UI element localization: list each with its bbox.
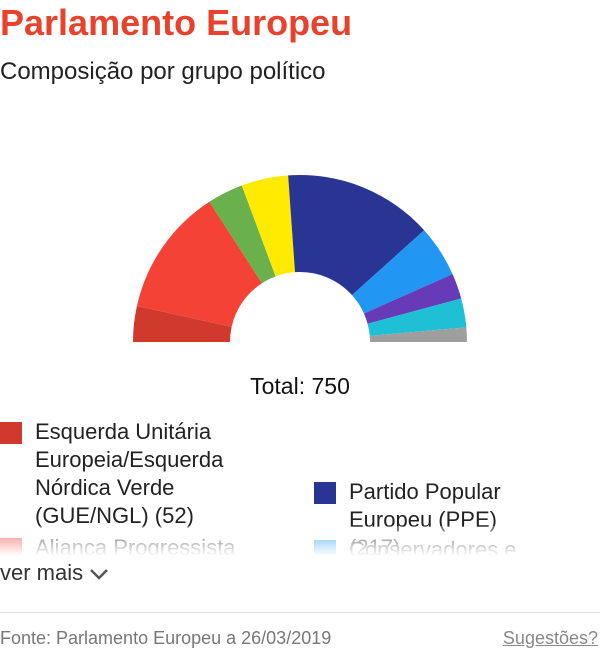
source: Fonte: Parlamento Europeu a 26/03/2019 (0, 628, 332, 648)
chevron[interactable] (89, 567, 109, 581)
segment (288, 175, 425, 296)
divider (0, 612, 600, 613)
segment (363, 274, 462, 324)
fade (0, 526, 600, 556)
legend-label: Esquerda Unitária Europeia/Esquerda Nórd… (35, 419, 224, 528)
legend-swatch (314, 482, 336, 504)
segment (367, 298, 467, 336)
legend-swatch (0, 422, 22, 444)
segment (133, 305, 232, 342)
subtitle: Composição por grupo político (0, 58, 326, 85)
more-label[interactable]: ver mais (0, 560, 84, 585)
segment (136, 201, 262, 327)
total-label: Total: 750 (250, 373, 350, 399)
more-button[interactable]: ver mais (0, 560, 109, 586)
segment (241, 175, 296, 277)
title: Parlamento Europeu (0, 2, 353, 43)
segment (209, 185, 276, 284)
segment (369, 327, 467, 342)
legend: Esquerda Unitária Europeia/Esquerda Nórd… (0, 414, 600, 556)
segment (352, 230, 453, 314)
chart: Total: 750 (133, 175, 467, 399)
suggestions-link[interactable]: Sugestões? (502, 628, 598, 648)
